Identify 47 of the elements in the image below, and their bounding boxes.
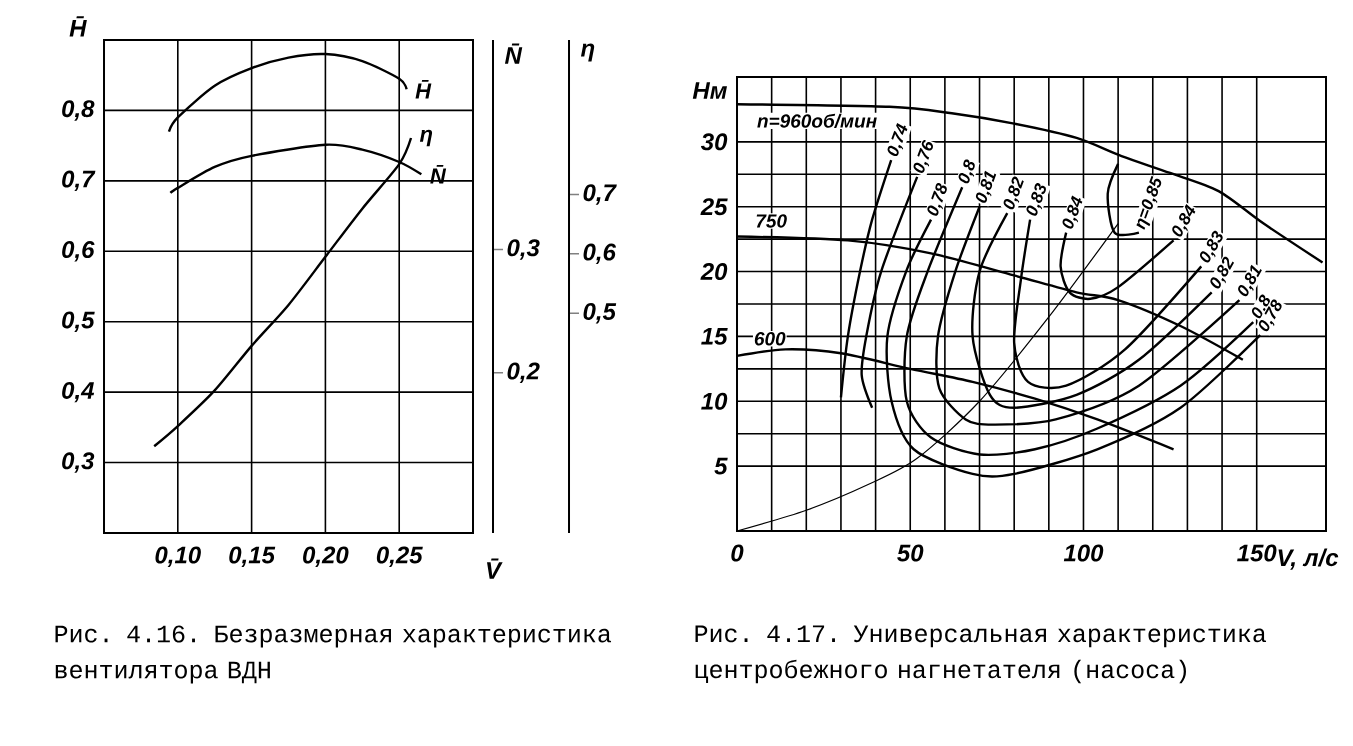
y2-axis-title: N̄ [504,43,523,64]
y-axis-title: H̄ [69,16,87,37]
x-tick-label: 0,20 [303,546,349,567]
y-tick-label: 0,8 [62,100,95,121]
y-axis-title: Hм [692,82,727,99]
y2-tick-label: 0,2 [507,362,540,383]
y-tick-label: 25 [700,198,728,216]
y-tick-label: 10 [701,392,728,410]
text: 0,82 [1003,176,1024,210]
y-tick-label: 0,7 [62,170,96,192]
y-tick-label: 0,4 [62,381,95,403]
series-label: 600 [754,332,786,346]
x-tick-label: 0 [731,544,744,562]
text: 0,8 [958,159,975,184]
x-tick-label: 0,25 [376,546,423,567]
series-label: η [419,129,433,147]
series-label: H̄ [415,80,432,99]
y-tick-label: 0,5 [62,311,95,332]
y3-tick-label: 0,7 [583,184,617,205]
x-tick-label: 50 [897,544,924,562]
y2-tick-label: 0,3 [507,239,540,260]
y3-tick-label: 0,5 [583,302,617,324]
y-tick-label: 0,6 [62,241,95,262]
series-label: n=960об/мин [757,113,877,128]
y3-axis-title: η [580,43,595,62]
y-tick-label: 30 [700,133,728,151]
text: 0,84 [1062,195,1083,229]
text: 0,83 [1026,183,1046,216]
x-tick-label: 0,15 [229,546,276,567]
text: η=0,85 [1136,175,1162,230]
y-tick-label: 0,3 [62,452,95,473]
x-tick-label: 150 [1237,544,1277,562]
x-tick-label: 0,10 [155,546,201,567]
y-tick-label: 20 [700,263,728,281]
series-label: 750 [756,214,787,228]
y-tick-label: 15 [701,328,728,345]
text: Рис. 4.16. Безразмерная характеристика вентилятора ВДН [55,625,612,684]
y-tick-label: 5 [714,457,728,475]
text: 0,81 [975,170,997,203]
x-axis-title: V, л/с [1278,548,1339,570]
text: 0,74 [887,122,908,157]
x-axis-title: V̄ [487,558,503,579]
y3-tick-label: 0,6 [583,243,617,265]
x-tick-label: 100 [1063,544,1104,562]
text: Рис. 4.17. Универсальная характеристика центробежного нагнетателя (насоса) [695,625,1267,684]
text: 0,76 [913,140,933,173]
text: 0,78 [927,182,947,216]
